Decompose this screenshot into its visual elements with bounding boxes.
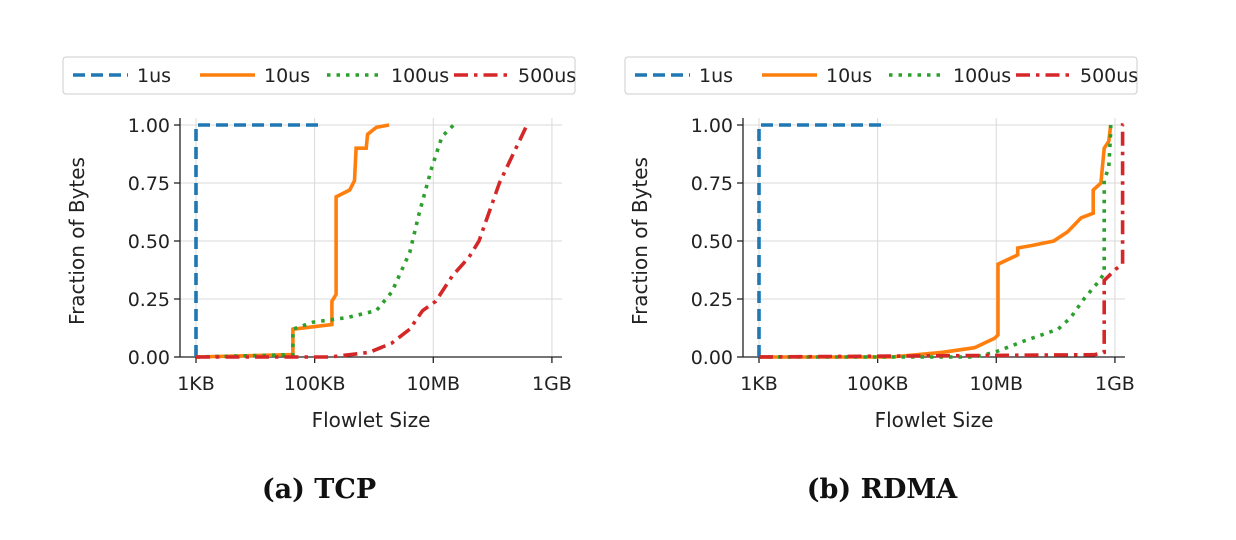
x-tick-label: 10MB (406, 373, 460, 395)
series-line-1us (757, 123, 885, 357)
series-line-100us (759, 125, 1113, 359)
y-tick-label: 0.75 (691, 173, 733, 195)
x-tick-label: 1GB (1095, 373, 1135, 395)
x-tick-label: 100KB (284, 373, 346, 395)
y-tick-label: 0.00 (691, 347, 733, 369)
legend-label-100us: 100us (391, 65, 449, 87)
y-tick-label: 1.00 (128, 115, 170, 137)
series-line-1us (194, 123, 322, 357)
subfigure-caption: (a) TCP (262, 474, 376, 505)
x-tick-label: 1KB (740, 373, 778, 395)
y-tick-label: 0.75 (128, 173, 170, 195)
legend: 1us 10us 100us 500us (624, 56, 1138, 95)
legend-label-1us: 1us (699, 65, 733, 87)
legend-label-1us: 1us (137, 65, 171, 87)
y-tick-label: 0.25 (128, 289, 170, 311)
legend-box (624, 56, 1138, 95)
y-axis-label: Fraction of Bytes (65, 157, 89, 325)
legend-label-10us: 10us (264, 65, 310, 87)
x-tick-label: 1KB (177, 373, 215, 395)
legend-box (62, 56, 576, 95)
x-axis-label: Flowlet Size (875, 408, 994, 432)
y-tick-label: 1.00 (691, 115, 733, 137)
x-tick-label: 100KB (847, 373, 909, 395)
legend-label-10us: 10us (826, 65, 872, 87)
legend: 1us 10us 100us 500us (62, 56, 576, 95)
chart-panel-1: 0.00 0.25 0.50 0.75 1.00 1KB 100KB 10MB 1GB Flowl… (624, 56, 1138, 505)
y-axis-label: Fraction of Bytes (628, 157, 652, 325)
series-line-10us (759, 124, 1113, 359)
x-tick-label: 1GB (532, 373, 572, 395)
legend-label-500us: 500us (518, 65, 576, 87)
series-line-100us (195, 123, 455, 359)
chart-panel-0: 0.00 0.25 0.50 0.75 1.00 1KB 100KB 10MB 1GB Flowl… (62, 56, 576, 505)
x-axis-label: Flowlet Size (312, 408, 431, 432)
series-line-500us (758, 123, 1125, 359)
legend-label-100us: 100us (953, 65, 1011, 87)
y-tick-label: 0.50 (128, 231, 170, 253)
subfigure-caption: (b) RDMA (807, 474, 959, 505)
legend-label-500us: 500us (1080, 65, 1138, 87)
y-tick-label: 0.50 (691, 231, 733, 253)
y-tick-label: 0.00 (128, 347, 170, 369)
series-line-10us (195, 123, 390, 359)
x-tick-label: 10MB (969, 373, 1023, 395)
y-tick-label: 0.25 (691, 289, 733, 311)
